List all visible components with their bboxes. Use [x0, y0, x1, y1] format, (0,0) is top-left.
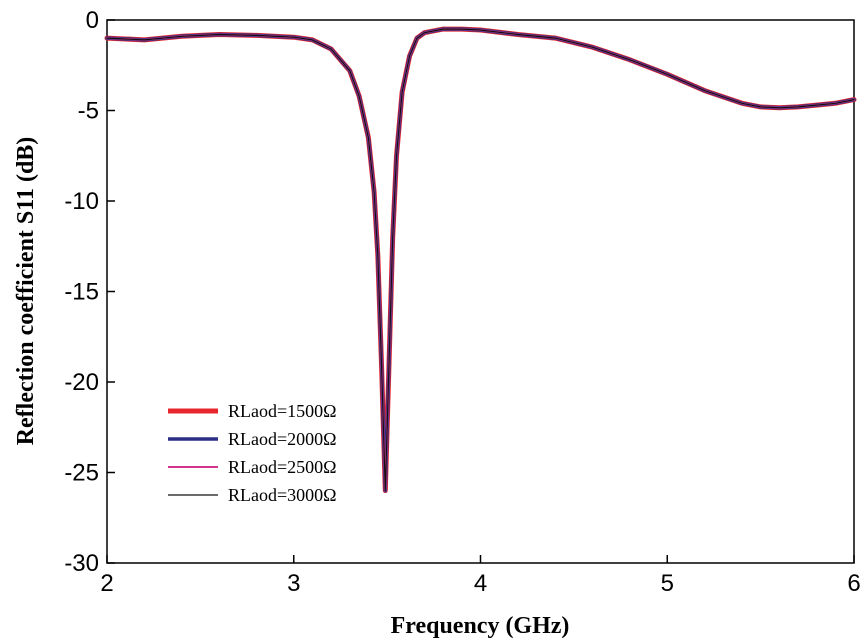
y-tick-label: -20 — [64, 369, 99, 396]
x-axis-label: Frequency (GHz) — [391, 613, 570, 639]
series-line-2 — [105, 27, 856, 493]
series-line-3 — [106, 28, 855, 492]
legend-label: RLaod=1500Ω — [228, 401, 337, 421]
legend-label: RLaod=2500Ω — [228, 457, 337, 477]
y-tick-label: -30 — [64, 550, 99, 577]
series-line-4 — [106, 28, 855, 492]
series-line-1 — [104, 26, 857, 494]
x-tick-label: 3 — [287, 570, 300, 597]
y-tick-label: -25 — [64, 460, 99, 487]
x-tick-label: 6 — [847, 570, 860, 597]
series-layer — [104, 26, 857, 494]
legend-label: RLaod=2000Ω — [228, 429, 337, 449]
y-axis-label: Reflection coefficient S11 (dB) — [13, 137, 39, 446]
legend-label: RLaod=3000Ω — [228, 485, 337, 505]
y-tick-label: -5 — [78, 98, 99, 125]
x-tick-label: 2 — [100, 570, 113, 597]
x-axis: 2 3 4 5 6 — [100, 555, 861, 597]
y-tick-label: 0 — [86, 7, 99, 34]
y-tick-label: -10 — [64, 188, 99, 215]
x-tick-label: 4 — [474, 570, 487, 597]
y-tick-label: -15 — [64, 279, 99, 306]
x-tick-label: 5 — [661, 570, 674, 597]
legend: RLaod=1500Ω RLaod=2000Ω RLaod=2500Ω RLaod=3… — [168, 401, 337, 505]
y-axis: 0 -5 -10 -15 -20 -25 -30 — [64, 7, 115, 577]
